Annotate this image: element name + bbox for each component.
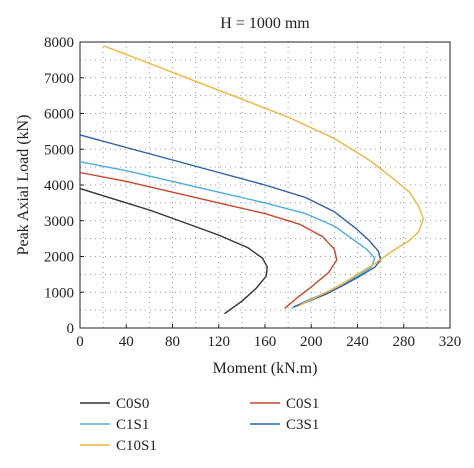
x-tick-label: 40	[119, 334, 134, 350]
axis-ticks: 0 40 80 120 160 200 240 280 320 0 1000 2000 3000 4000…	[44, 35, 461, 350]
x-tick-label: 80	[165, 334, 180, 350]
series-line-c0s1	[79, 171, 338, 309]
series-line-c3s1	[79, 134, 382, 308]
y-tick-label: 5000	[44, 142, 74, 158]
x-tick-label: 200	[300, 334, 323, 350]
y-tick-label: 8000	[44, 35, 74, 51]
series-line-c10s1	[102, 44, 425, 308]
y-tick-label: 0	[67, 321, 75, 337]
y-tick-label: 7000	[44, 71, 74, 87]
x-tick-label: 320	[439, 334, 462, 350]
series-line-c0s0	[79, 187, 268, 315]
series-group	[79, 44, 425, 315]
y-tick-label: 1000	[44, 285, 74, 301]
y-axis-label: Peak Axial Load (kN)	[15, 115, 32, 256]
chart-title: H = 1000 mm	[220, 15, 310, 32]
x-tick-label: 240	[346, 334, 369, 350]
y-tick-label: 4000	[44, 178, 74, 194]
legend-label-c1s1: C1S1	[116, 417, 149, 433]
x-tick-label: 120	[208, 334, 231, 350]
y-tick-label: 3000	[44, 214, 74, 230]
legend-label-c0s1: C0S1	[286, 396, 319, 412]
x-tick-label: 0	[76, 334, 84, 350]
x-tick-label: 280	[393, 334, 416, 350]
legend: C0S0 C0S1 C1S1 C3S1 C10S1	[80, 396, 319, 454]
x-tick-label: 160	[254, 334, 277, 350]
legend-label-c10s1: C10S1	[116, 438, 157, 454]
y-tick-label: 2000	[44, 250, 74, 266]
legend-label-c0s0: C0S0	[116, 396, 149, 412]
legend-label-c3s1: C3S1	[286, 417, 319, 433]
series-line-c1s1	[79, 161, 376, 309]
x-axis-label: Moment (kN.m)	[213, 360, 318, 377]
y-tick-label: 6000	[44, 107, 74, 123]
